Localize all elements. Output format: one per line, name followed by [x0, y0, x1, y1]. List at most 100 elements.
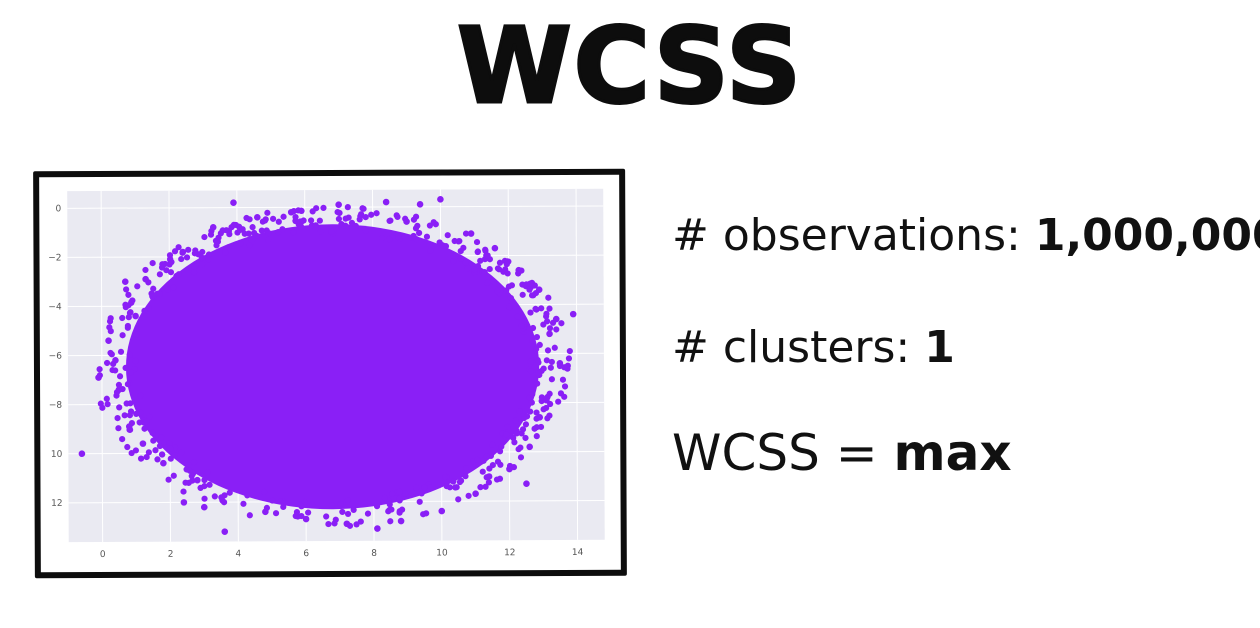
cluster-edge-point	[124, 322, 131, 330]
cluster-edge-point	[136, 419, 143, 426]
x-axis-ticks: 0 2 4 6 8 10 12 14	[100, 548, 584, 560]
cluster-edge-point	[518, 322, 525, 329]
cluster-edge-point	[484, 279, 491, 286]
cluster-edge-point	[156, 271, 163, 278]
cluster-edge-point	[180, 488, 187, 495]
cluster-edge-point	[114, 415, 121, 422]
cluster-edge-point	[531, 425, 538, 432]
x-tick-label: 8	[371, 549, 377, 559]
cluster-edge-point	[546, 305, 553, 312]
cluster-edge-point	[265, 236, 272, 244]
data-point	[237, 226, 244, 233]
cluster-edge-point	[529, 391, 536, 398]
cluster-edge-point	[132, 357, 139, 365]
x-tick-label: 6	[303, 549, 309, 559]
data-point	[142, 275, 149, 283]
data-point	[569, 310, 577, 318]
data-point	[132, 312, 139, 320]
cluster-edge-point	[362, 214, 369, 221]
cluster-edge-point	[484, 252, 491, 259]
x-tick-label: 2	[168, 550, 174, 560]
cluster-core	[125, 224, 540, 510]
cluster-edge-point	[388, 506, 395, 513]
cluster-edge-point	[272, 510, 280, 517]
cluster-edge-point	[125, 314, 132, 321]
cluster-edge-point	[410, 232, 417, 240]
data-point	[159, 261, 166, 268]
cluster-edge-point	[128, 449, 135, 457]
cluster-edge-point	[106, 318, 114, 325]
cluster-edge-point	[121, 412, 128, 419]
cluster-edge-point	[156, 442, 164, 450]
cluster-edge-point	[298, 503, 305, 510]
cluster-edge-point	[396, 495, 403, 502]
cluster-edge-point	[206, 481, 213, 488]
cluster-edge-point	[528, 399, 535, 406]
cluster-edge-point	[198, 254, 205, 261]
clusters-value: 1	[924, 322, 955, 373]
cluster-edge-point	[116, 404, 123, 411]
cluster-edge-point	[446, 484, 454, 491]
cluster-edge-point	[457, 255, 464, 262]
cluster-edge-point	[149, 429, 156, 436]
cluster-edge-point	[280, 213, 287, 220]
cluster-edge-point	[531, 282, 538, 289]
data-point	[343, 520, 351, 528]
cluster-edge-point	[189, 469, 196, 476]
data-point	[526, 443, 533, 451]
cluster-edge-point	[342, 222, 349, 229]
cluster-edge-point	[297, 218, 304, 225]
scatter-plot: 0 2 4 6 8 10 12 14 0 −2 −4 −6 −8 10 12	[48, 188, 605, 560]
cluster-edge-point	[158, 451, 166, 458]
cluster-edge-point	[503, 261, 510, 268]
data-point	[543, 396, 550, 404]
cluster-edge-point	[112, 367, 119, 374]
cluster-edge-point	[119, 314, 126, 322]
cluster-edge-point	[540, 406, 547, 413]
cluster-edge-point	[175, 271, 183, 278]
cluster-edge-point	[141, 307, 148, 314]
cluster-edge-point	[565, 355, 573, 362]
grid-line-y	[67, 205, 604, 209]
cluster-edge-point	[559, 376, 567, 383]
cluster-edge-point	[471, 266, 478, 273]
cluster-edge-point	[546, 325, 554, 332]
cluster-edge-point	[115, 425, 122, 432]
cluster-edge-point	[279, 226, 286, 233]
cluster-edge-point	[373, 503, 381, 510]
cluster-edge-point	[125, 291, 132, 298]
cluster-edge-point	[357, 518, 364, 525]
cluster-edge-point	[494, 458, 502, 465]
cluster-edge-point	[373, 210, 380, 217]
cluster-edge-point	[337, 500, 344, 507]
y-tick-label: −2	[48, 253, 61, 263]
cluster-edge-point	[455, 496, 462, 503]
data-point	[115, 386, 123, 394]
cluster-edge-point	[124, 443, 131, 451]
cluster-edge-point	[308, 217, 315, 224]
cluster-edge-point	[423, 233, 431, 240]
cluster-edge-point	[430, 219, 437, 226]
cluster-edge-point	[543, 310, 550, 317]
cluster-edge-point	[96, 366, 103, 373]
data-point	[382, 198, 390, 206]
cluster-edge-point	[143, 453, 150, 461]
cluster-edge-point	[133, 331, 140, 338]
cluster-edge-point	[295, 207, 302, 214]
cluster-edge-point	[262, 216, 269, 223]
x-tick-label: 10	[436, 548, 448, 558]
cluster-edge-point	[261, 488, 268, 496]
cluster-edge-point	[222, 249, 229, 256]
cluster-edge-point	[460, 244, 467, 251]
cluster-edge-point	[344, 204, 351, 211]
cluster-edge-point	[473, 238, 481, 246]
cluster-edge-point	[201, 477, 208, 484]
cluster-edge-point	[530, 292, 537, 299]
y-tick-label: 0	[56, 204, 62, 214]
y-tick-label: −8	[49, 401, 63, 411]
cluster-edge-point	[191, 250, 198, 257]
cluster-edge-point	[328, 502, 336, 509]
x-tick-label: 14	[572, 548, 584, 558]
cluster-edge-point	[292, 213, 299, 221]
cluster-edge-point	[358, 211, 365, 218]
